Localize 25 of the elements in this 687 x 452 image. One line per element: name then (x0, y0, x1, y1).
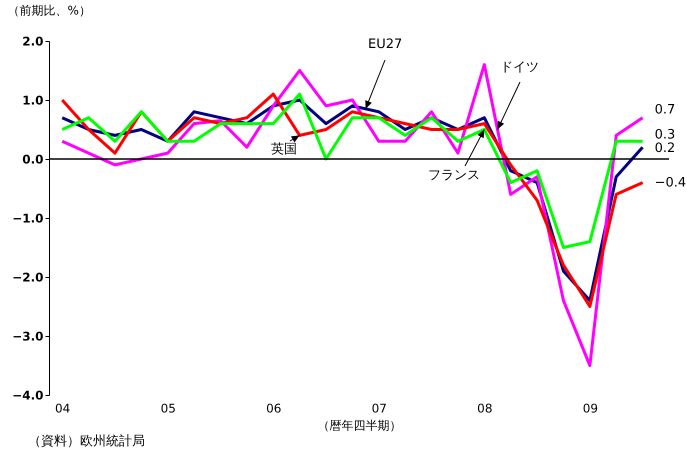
x-axis-title: （暦年四半期） (318, 418, 402, 432)
text: （資料）欧州統計局 (28, 433, 145, 450)
x-tick-label: 07 (372, 402, 387, 416)
y-tick-label: −3.0 (12, 330, 44, 344)
series-label: フランス (428, 167, 480, 184)
y-tick-label: −4.0 (12, 388, 44, 402)
x-tick-label: 09 (582, 402, 598, 416)
text: EU27 (368, 37, 402, 52)
y-tick-label: −1.0 (12, 212, 44, 226)
data-label: −0.4 (654, 176, 686, 191)
x-tick-label: 05 (160, 402, 176, 416)
y-tick-label: −2.0 (12, 270, 44, 284)
series-label: 英国 (271, 141, 297, 158)
y-axis-title: （前期比、%） (8, 4, 91, 18)
data-label: 0.3 (654, 127, 676, 142)
y-tick-label: 2.0 (22, 34, 44, 48)
series-label: ドイツ (500, 59, 539, 76)
line-series (60, 92, 644, 249)
x-tick-label: 04 (55, 402, 70, 416)
x-tick-label: 08 (477, 402, 492, 416)
y-tick-label: 1.0 (22, 94, 44, 108)
data-label: 0.2 (654, 141, 676, 156)
y-tick-label: 0.0 (22, 152, 44, 166)
data-label: 0.7 (654, 102, 676, 118)
x-tick-label: 06 (266, 402, 282, 416)
